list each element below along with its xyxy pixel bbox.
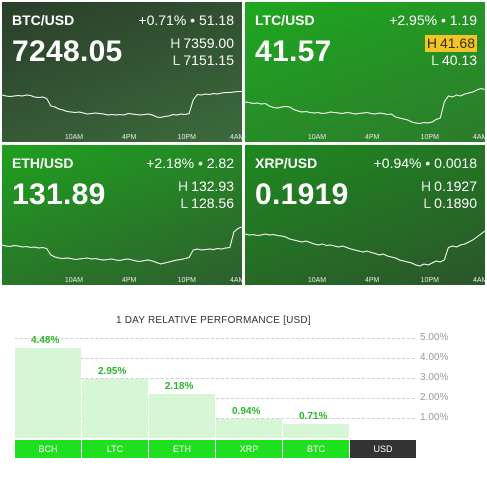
time-tick: 10PM xyxy=(420,277,439,284)
last-price: 41.57 xyxy=(255,35,332,68)
price-sparkline xyxy=(245,87,485,125)
day-high: H 0.1927 xyxy=(421,178,477,194)
pair-name: XRP/USD xyxy=(255,155,318,171)
performance-bar xyxy=(216,419,282,438)
time-tick: 4AM xyxy=(229,134,242,141)
pair-name: LTC/USD xyxy=(255,12,315,28)
y-tick-label: 4.00% xyxy=(420,352,449,363)
ticker-tile-btc[interactable]: BTC/USD +0.71% • 51.18 7248.05 H 7359.00 … xyxy=(2,2,242,142)
sparkline-path xyxy=(245,87,485,125)
daily-change: +2.95% • 1.19 xyxy=(389,12,477,28)
ticker-tile-eth[interactable]: ETH/USD +2.18% • 2.82 131.89 H 132.93 L 12… xyxy=(2,145,242,285)
time-axis: 10AM 4PM 10PM 4AM xyxy=(245,275,485,285)
time-tick: 4PM xyxy=(364,134,380,141)
time-tick: 10AM xyxy=(64,134,84,141)
bar-value-label: 0.71% xyxy=(299,410,328,422)
time-axis: 10AM 4PM 10PM 4AM xyxy=(245,132,485,142)
time-tick: 10AM xyxy=(307,277,327,284)
bar-value-label: 0.94% xyxy=(232,406,261,418)
gridline xyxy=(15,378,415,379)
gridline xyxy=(15,338,415,339)
day-low: L 7151.15 xyxy=(172,52,234,68)
y-tick-label: 3.00% xyxy=(420,372,449,383)
day-low: L 40.13 xyxy=(431,52,477,68)
time-tick: 4AM xyxy=(472,277,485,284)
time-tick: 10AM xyxy=(64,277,84,284)
time-axis: 10AM 4PM 10PM 4AM xyxy=(2,132,242,142)
price-sparkline xyxy=(2,226,242,265)
day-low: L 128.56 xyxy=(180,195,234,211)
performance-bar xyxy=(15,348,81,438)
ticker-tile-xrp[interactable]: XRP/USD +0.94% • 0.0018 0.1919 H 0.1927 L… xyxy=(245,145,485,285)
day-low: L 0.1890 xyxy=(423,195,477,211)
ticker-tile-ltc[interactable]: LTC/USD +2.95% • 1.19 41.57 H 41.68 L 40.1… xyxy=(245,2,485,142)
category-tab-btc[interactable]: BTC xyxy=(283,440,349,458)
pair-name: ETH/USD xyxy=(12,155,74,171)
time-axis: 10AM 4PM 10PM 4AM xyxy=(2,275,242,285)
daily-change: +2.18% • 2.82 xyxy=(146,155,234,171)
y-tick-label: 1.00% xyxy=(420,412,449,423)
category-tab-xrp[interactable]: XRP xyxy=(216,440,282,458)
performance-bar xyxy=(82,379,148,438)
category-tab-usd[interactable]: USD xyxy=(350,440,416,458)
category-tab-bch[interactable]: BCH xyxy=(15,440,81,458)
sparkline-path xyxy=(2,91,242,119)
last-price: 7248.05 xyxy=(12,35,123,68)
time-tick: 10PM xyxy=(420,134,439,141)
time-tick: 10AM xyxy=(307,134,327,141)
category-tab-eth[interactable]: ETH xyxy=(149,440,215,458)
price-sparkline xyxy=(245,230,485,267)
bar-value-label: 2.95% xyxy=(98,366,127,377)
performance-bar xyxy=(149,394,215,438)
day-high: H 132.93 xyxy=(178,178,234,194)
last-price: 131.89 xyxy=(12,178,106,211)
bar-value-label: 4.48% xyxy=(31,335,60,347)
day-high: H 41.68 xyxy=(424,35,477,52)
time-tick: 10PM xyxy=(177,134,196,141)
bar-value-label: 2.18% xyxy=(165,381,194,393)
sparkline-path xyxy=(2,226,242,265)
time-tick: 4AM xyxy=(229,277,242,284)
gridline xyxy=(15,358,415,359)
price-sparkline xyxy=(2,91,242,119)
time-tick: 4PM xyxy=(364,277,380,284)
daily-change: +0.71% • 51.18 xyxy=(138,12,234,28)
last-price: 0.1919 xyxy=(255,178,349,211)
performance-bar xyxy=(283,423,349,438)
gridline xyxy=(15,398,415,399)
relative-performance-chart: 1 DAY RELATIVE PERFORMANCE [USD] 5.00% 4.… xyxy=(0,300,487,487)
sparkline-path xyxy=(245,230,485,267)
chart-title: 1 DAY RELATIVE PERFORMANCE [USD] xyxy=(116,315,311,326)
y-tick-label: 5.00% xyxy=(420,332,449,343)
time-tick: 4PM xyxy=(121,134,137,141)
y-tick-label: 2.00% xyxy=(420,392,449,403)
day-high: H 7359.00 xyxy=(170,35,234,51)
gridline xyxy=(15,418,415,419)
category-tab-ltc[interactable]: LTC xyxy=(82,440,148,458)
time-tick: 10PM xyxy=(177,277,196,284)
time-tick: 4AM xyxy=(472,134,485,141)
time-tick: 4PM xyxy=(121,277,137,284)
daily-change: +0.94% • 0.0018 xyxy=(373,155,477,171)
pair-name: BTC/USD xyxy=(12,12,75,28)
